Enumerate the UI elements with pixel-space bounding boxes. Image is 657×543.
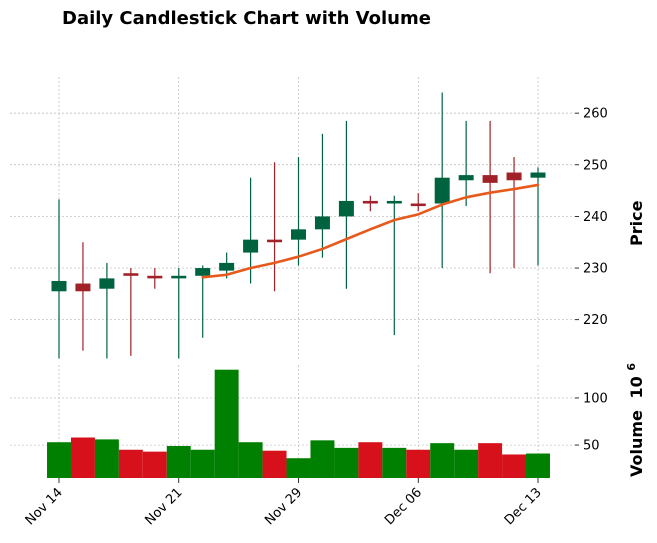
candle xyxy=(506,157,522,269)
volume-bar xyxy=(94,439,119,478)
volume-bar xyxy=(382,447,407,478)
candle-body xyxy=(291,229,306,240)
volume-axis-exponent-power: 6 xyxy=(625,363,638,371)
candle-body xyxy=(123,273,139,276)
volume-bar xyxy=(334,447,359,478)
date-axis-ticks: Nov 14 Nov 21 Nov 29 Dec 06 Dec 13 xyxy=(23,478,545,528)
moving-average-line xyxy=(201,183,540,279)
date-tick-label: Dec 06 xyxy=(382,485,425,528)
price-tick-label: 260 xyxy=(583,107,608,122)
candle-body xyxy=(195,268,211,276)
candle-body xyxy=(51,280,67,292)
volume-bar xyxy=(478,443,503,478)
volume-grid xyxy=(10,365,575,478)
volume-bar xyxy=(526,453,550,478)
candle-body xyxy=(267,239,283,243)
volume-bar xyxy=(310,440,335,478)
candle-body xyxy=(338,200,354,217)
volume-bar xyxy=(430,443,455,478)
candle-body xyxy=(506,172,522,181)
chart-title: Daily Candlestick Chart with Volume xyxy=(62,8,431,29)
candle xyxy=(434,92,450,269)
volume-bar xyxy=(142,451,167,478)
volume-bar xyxy=(238,442,263,478)
volume-bar xyxy=(286,458,311,478)
volume-tick-label: 100 xyxy=(583,391,608,406)
volume-bar xyxy=(47,442,71,478)
volume-bar xyxy=(70,437,95,478)
candle xyxy=(458,120,474,207)
candle-body xyxy=(458,175,474,181)
candle xyxy=(75,242,91,351)
volume-bars xyxy=(47,369,550,478)
candle xyxy=(171,268,187,359)
candle-body xyxy=(386,200,402,204)
candle-body xyxy=(171,275,187,279)
candle-body xyxy=(530,172,546,178)
candle-body xyxy=(482,175,498,183)
candle xyxy=(243,177,259,284)
volume-tick-label: 50 xyxy=(583,439,600,454)
candles xyxy=(51,92,546,359)
volume-axis-label: Volume 10 6 xyxy=(625,363,646,477)
candle-body xyxy=(434,177,450,204)
date-tick-label: Nov 21 xyxy=(142,485,185,528)
date-tick-label: Nov 14 xyxy=(23,485,66,528)
price-tick-label: 220 xyxy=(583,313,608,328)
volume-bar xyxy=(454,449,479,478)
volume-bar xyxy=(358,442,383,478)
candle-body xyxy=(99,278,115,289)
volume-bar xyxy=(118,449,143,478)
volume-bar xyxy=(166,445,191,478)
date-tick-label: Dec 13 xyxy=(502,485,545,528)
candle-body xyxy=(147,275,163,279)
volume-axis-label-text: Volume xyxy=(627,410,646,477)
candle xyxy=(99,262,115,359)
volume-axis-ticks: 50 100 xyxy=(575,391,608,454)
volume-bar xyxy=(190,449,215,478)
candle xyxy=(123,268,139,356)
candle xyxy=(267,162,283,292)
candle xyxy=(314,133,330,258)
candle xyxy=(482,120,498,274)
price-tick-label: 230 xyxy=(583,262,608,277)
price-axis-label: Price xyxy=(627,200,646,246)
candle-body xyxy=(314,216,330,230)
volume-bar xyxy=(502,454,527,478)
volume-axis-exponent-base: 10 xyxy=(627,376,646,398)
price-tick-label: 250 xyxy=(583,158,608,173)
candle xyxy=(338,120,354,289)
candle xyxy=(147,268,163,289)
candle xyxy=(410,193,426,212)
candle-body xyxy=(362,200,378,204)
candle-body xyxy=(410,203,426,207)
volume-bar xyxy=(262,450,287,478)
candle xyxy=(291,157,306,266)
candle xyxy=(362,195,378,212)
price-tick-label: 240 xyxy=(583,210,608,225)
candle xyxy=(51,199,67,359)
candle-body xyxy=(243,239,259,253)
date-tick-label: Nov 29 xyxy=(262,485,305,528)
candle-body xyxy=(219,262,235,271)
price-axis-ticks: 220 230 240 250 260 xyxy=(575,107,608,328)
volume-bar xyxy=(214,369,239,478)
candle-body xyxy=(75,283,91,292)
volume-bar xyxy=(406,449,431,478)
